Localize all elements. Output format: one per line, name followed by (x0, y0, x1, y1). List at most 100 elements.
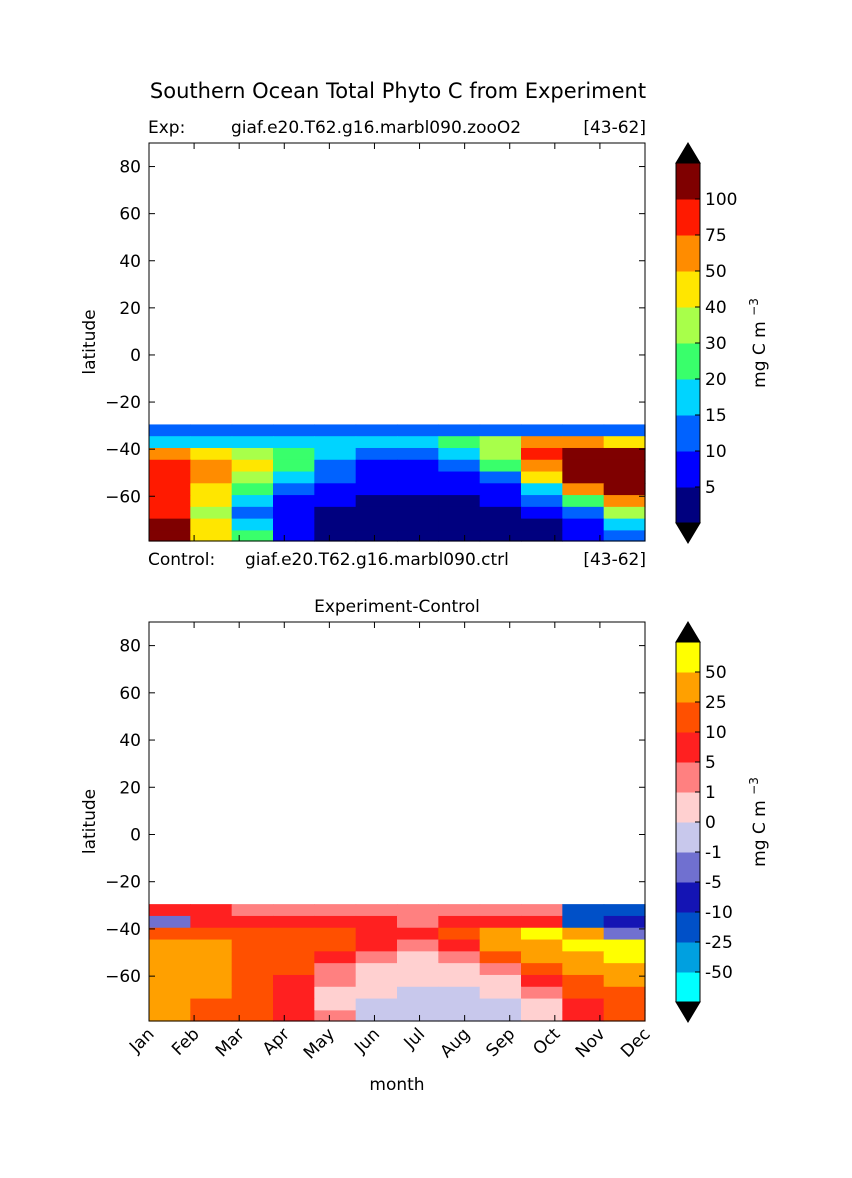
data-cell (479, 904, 522, 917)
data-cell (273, 1010, 315, 1022)
colorbar-swatch (676, 912, 700, 943)
x-tick-label: Apr (259, 1024, 294, 1059)
data-cell (231, 963, 274, 976)
y-tick-label: 40 (119, 252, 141, 272)
x-tick-label: Oct (529, 1024, 564, 1059)
data-cell (397, 495, 439, 508)
data-cell (149, 939, 191, 952)
data-cell (397, 424, 439, 437)
data-cell (273, 986, 315, 1000)
data-cell (149, 447, 191, 461)
y-tick-label: 0 (130, 825, 141, 845)
data-cell (397, 915, 439, 929)
y-tick-label: 40 (119, 731, 141, 751)
colorbar-tick-label: 1 (705, 783, 716, 803)
data-cell (603, 471, 646, 484)
data-cell (355, 939, 398, 952)
colorbar-label: mg C m −3 (747, 777, 770, 867)
data-cell (397, 951, 439, 964)
data-cell (273, 927, 315, 941)
data-cell (149, 951, 191, 964)
colorbar-swatch (676, 762, 700, 793)
data-cell (521, 915, 563, 929)
data-cell (603, 447, 646, 461)
data-cell (314, 530, 357, 542)
x-tick-label: Jun (350, 1024, 384, 1058)
data-cell (479, 459, 522, 473)
colorbar-tick-label: 40 (705, 298, 727, 318)
data-cell (438, 915, 481, 929)
data-cell (314, 459, 357, 473)
data-cell (438, 963, 481, 976)
data-cell (479, 447, 522, 461)
y-tick-label: −20 (105, 873, 141, 893)
data-cell (438, 506, 481, 520)
y-tick-label: 20 (119, 299, 141, 319)
data-cell (397, 483, 439, 496)
data-cell (231, 483, 274, 496)
data-cell (190, 927, 233, 941)
data-cell (438, 447, 481, 461)
data-cell (273, 951, 315, 964)
colorbar-tick-label: -10 (705, 903, 733, 923)
x-tick-label: Dec (617, 1024, 654, 1061)
data-cell (355, 424, 398, 437)
x-axis-label: month (369, 1075, 424, 1095)
data-cell (397, 939, 439, 952)
data-cell (231, 447, 274, 461)
data-cell (479, 1010, 522, 1022)
colorbar-swatch (676, 343, 700, 380)
data-cell (479, 915, 522, 929)
data-cell (603, 939, 646, 952)
data-cell (149, 495, 191, 508)
data-cell (190, 939, 233, 952)
data-cell (149, 424, 191, 437)
data-cell (149, 518, 191, 532)
data-cell (438, 939, 481, 952)
colorbar-swatch (676, 271, 700, 308)
data-cell (314, 986, 357, 1000)
data-cell (562, 998, 605, 1011)
data-cell (603, 951, 646, 964)
data-cell (397, 471, 439, 484)
data-cell (438, 951, 481, 964)
data-cell (562, 471, 605, 484)
data-cell (355, 483, 398, 496)
colorbar-tick-label: -25 (705, 933, 733, 953)
data-cell (231, 951, 274, 964)
data-cell (521, 927, 563, 941)
data-cell (231, 927, 274, 941)
data-cell (149, 974, 191, 988)
data-cell (149, 927, 191, 941)
data-cell (521, 459, 563, 473)
x-tick-label: Feb (168, 1024, 203, 1059)
data-cell (479, 436, 522, 449)
y-tick-label: 60 (119, 205, 141, 225)
data-cell (479, 495, 522, 508)
data-cell (562, 1010, 605, 1022)
data-cell (521, 424, 563, 437)
data-cell (231, 518, 274, 532)
colorbar-tick-label: 20 (705, 370, 727, 390)
colorbar-tick-label: 25 (705, 693, 727, 713)
data-cell (231, 424, 274, 437)
x-tick-label: Aug (437, 1024, 475, 1062)
colorbar-tick-label: 100 (705, 190, 737, 210)
data-cell (397, 986, 439, 1000)
data-cell (355, 951, 398, 964)
data-cell (603, 424, 646, 437)
data-cell (562, 495, 605, 508)
data-cell (355, 1010, 398, 1022)
data-cell (190, 1010, 233, 1022)
data-cell (521, 436, 563, 449)
data-cell (521, 506, 563, 520)
data-cell (562, 483, 605, 496)
y-tick-label: −60 (105, 967, 141, 987)
data-cell (273, 939, 315, 952)
colorbar-swatch (676, 379, 700, 416)
colorbar-swatch (676, 199, 700, 236)
colorbar-swatch (676, 732, 700, 763)
colorbar-tick-label: -50 (705, 963, 733, 983)
difference-panel: 80 60 40 20 0 −20 −40 −60 Jan Feb Mar Apr May Jun Jul A… (80, 621, 655, 1095)
